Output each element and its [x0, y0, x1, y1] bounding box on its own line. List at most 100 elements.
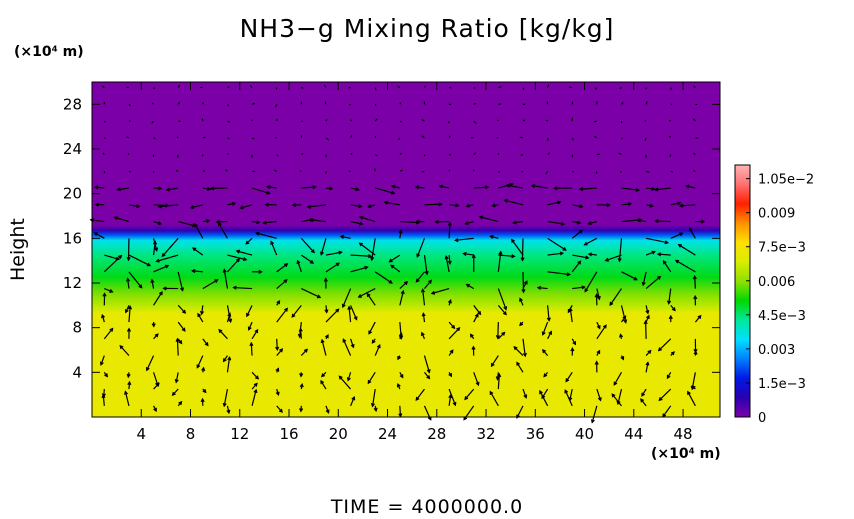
wind-vector	[448, 393, 453, 406]
wind-vector	[489, 234, 499, 239]
wind-vector	[324, 101, 327, 105]
wind-vector	[246, 305, 253, 318]
wind-vector	[197, 312, 204, 323]
wind-vector	[202, 338, 209, 347]
wind-vector	[512, 220, 524, 225]
wind-vector	[645, 305, 650, 315]
plot-frame	[91, 81, 721, 418]
wind-vector	[128, 170, 132, 173]
wind-vector	[695, 219, 706, 224]
x-tick-label: 12	[230, 425, 249, 443]
wind-vector	[350, 395, 356, 407]
wind-vector	[119, 344, 130, 356]
x-tick-label: 40	[575, 425, 594, 443]
wind-vector	[275, 388, 280, 397]
wind-vector	[194, 223, 204, 239]
wind-vector	[678, 203, 696, 208]
wind-vector	[694, 314, 702, 323]
colorbar-tick-label: 1.05e−2	[758, 173, 814, 188]
wind-vector	[101, 85, 105, 89]
wind-vector	[593, 120, 598, 123]
wind-vector	[319, 238, 327, 256]
wind-vector	[145, 355, 155, 372]
wind-vector	[323, 84, 327, 88]
x-axis: 4 8 12 16 20 24 28 32 36 40 44 48	[136, 82, 693, 443]
wind-vector	[251, 187, 271, 195]
x-axis-unit: (×10⁴ m)	[651, 446, 721, 462]
wind-vector	[498, 254, 516, 259]
wind-vector	[151, 120, 155, 124]
wind-vector	[251, 328, 259, 340]
wind-vector	[300, 348, 308, 356]
wind-vector	[670, 351, 675, 356]
wind-vector	[397, 137, 401, 141]
wind-vector	[227, 254, 248, 262]
wind-vector	[530, 183, 548, 189]
wind-vector	[448, 388, 457, 407]
wind-vector	[448, 327, 461, 340]
wind-vector	[670, 304, 676, 312]
wind-vector	[399, 322, 404, 340]
wind-vector	[399, 102, 402, 105]
wind-vector	[390, 264, 401, 273]
y-tick-label: 8	[72, 319, 82, 337]
wind-vector	[454, 237, 474, 243]
wind-vector	[618, 152, 622, 156]
wind-vector	[177, 338, 183, 345]
wind-vector	[227, 201, 237, 206]
wind-vector	[520, 238, 525, 262]
wind-vector	[296, 259, 302, 273]
wind-vector	[522, 119, 526, 122]
wind-vector	[448, 349, 454, 356]
wind-vector	[620, 305, 628, 324]
wind-vector	[299, 170, 302, 172]
wind-vector	[473, 102, 477, 105]
wind-vector	[306, 204, 327, 209]
wind-vector	[126, 136, 130, 139]
wind-vector	[619, 333, 624, 339]
colorbar-tick-label: 0	[758, 411, 766, 426]
colorbar-tick-label: 0.006	[758, 275, 795, 290]
wind-vector	[301, 185, 317, 190]
wind-vector	[545, 119, 549, 122]
wind-vector	[596, 324, 607, 340]
wind-vector	[583, 237, 598, 246]
wind-vector	[300, 237, 315, 254]
wind-vector	[693, 152, 696, 156]
wind-vector	[202, 218, 211, 224]
wind-vector	[584, 271, 598, 293]
wind-vector	[128, 204, 141, 209]
wind-vector	[693, 294, 698, 306]
wind-vector	[495, 372, 500, 381]
wind-vector	[668, 119, 671, 122]
wind-vector	[571, 338, 577, 346]
wind-vector	[104, 137, 107, 140]
wind-vector	[447, 255, 452, 266]
wind-vector	[251, 137, 255, 140]
wind-vector	[247, 321, 253, 331]
y-axis-unit: (×10⁴ m)	[14, 44, 84, 60]
wind-vector	[255, 231, 277, 239]
wind-vector	[102, 152, 105, 155]
wind-vector	[350, 119, 352, 122]
wind-vector	[674, 259, 696, 273]
wind-vector	[424, 279, 432, 289]
wind-vector	[374, 271, 393, 284]
wind-vector	[547, 84, 550, 88]
wind-vector	[464, 388, 475, 401]
wind-vector	[104, 288, 114, 293]
wind-vector	[124, 390, 130, 406]
wind-vector	[262, 220, 277, 225]
wind-vector	[165, 187, 179, 192]
wind-vector	[396, 382, 401, 390]
wind-vector	[291, 304, 302, 318]
wind-vector	[590, 405, 598, 424]
wind-vector	[301, 87, 304, 89]
wind-vector	[587, 221, 598, 226]
wind-vector	[471, 253, 476, 272]
wind-vector	[226, 152, 229, 155]
wind-vector	[447, 299, 452, 306]
x-tick-label: 8	[186, 425, 196, 443]
wind-vector	[670, 170, 674, 173]
